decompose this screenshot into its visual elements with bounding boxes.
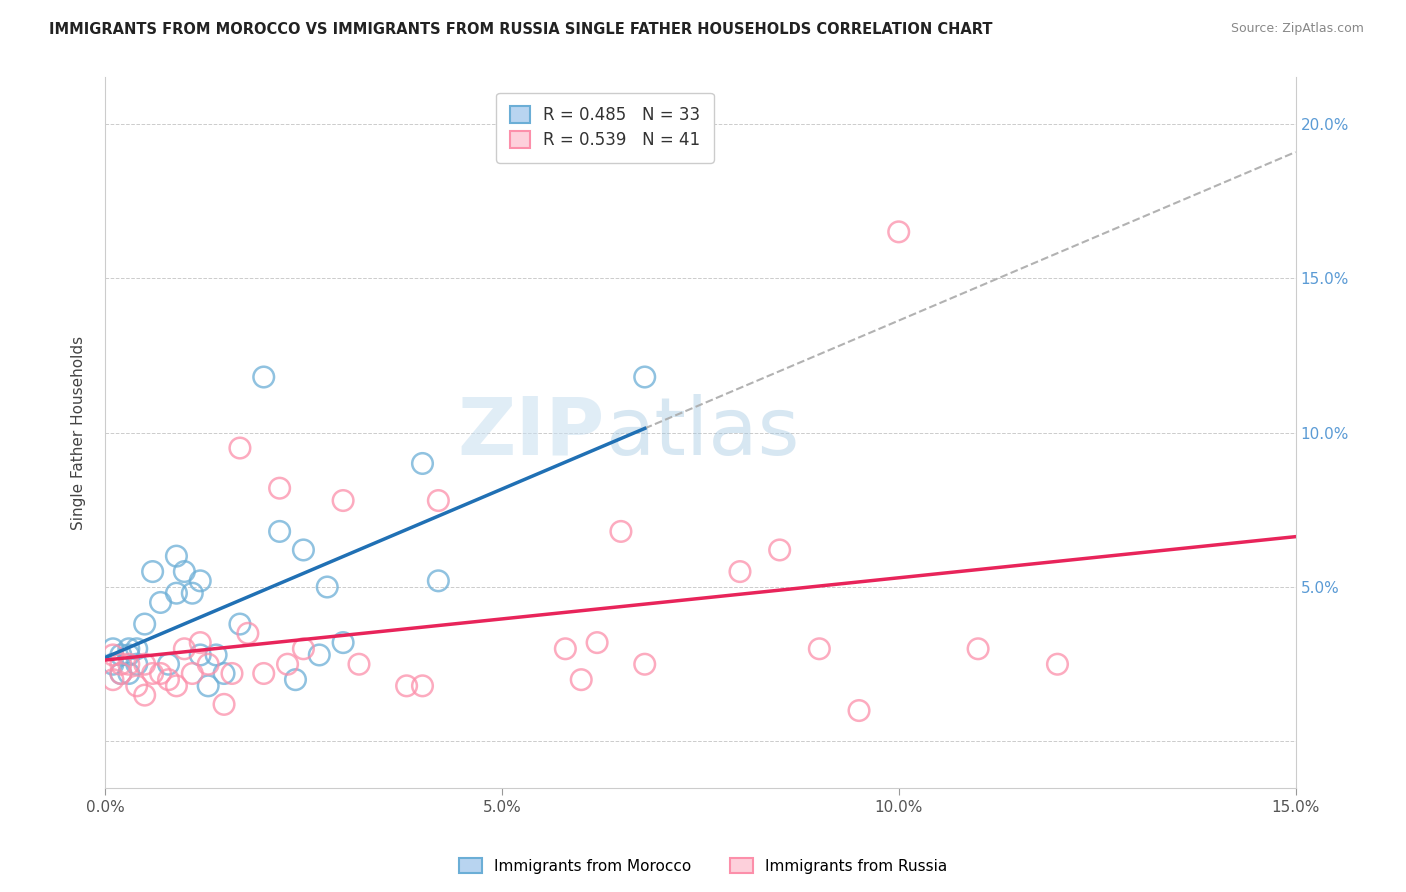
- Point: [173, 565, 195, 579]
- Point: [277, 657, 299, 672]
- Point: [848, 704, 870, 718]
- Point: [125, 641, 148, 656]
- Point: [269, 524, 291, 539]
- Point: [229, 441, 252, 455]
- Point: [586, 635, 609, 649]
- Point: [569, 673, 592, 687]
- Point: [221, 666, 243, 681]
- Point: [634, 370, 657, 384]
- Point: [101, 641, 124, 656]
- Point: [769, 543, 792, 558]
- Point: [427, 493, 450, 508]
- Point: [1046, 657, 1069, 672]
- Point: [134, 657, 156, 672]
- Point: [118, 666, 141, 681]
- Point: [181, 586, 204, 600]
- Point: [197, 679, 219, 693]
- Point: [411, 457, 433, 471]
- Text: Source: ZipAtlas.com: Source: ZipAtlas.com: [1230, 22, 1364, 36]
- Point: [395, 679, 418, 693]
- Point: [118, 648, 141, 662]
- Point: [554, 641, 576, 656]
- Point: [236, 626, 259, 640]
- Point: [269, 481, 291, 495]
- Text: IMMIGRANTS FROM MOROCCO VS IMMIGRANTS FROM RUSSIA SINGLE FATHER HOUSEHOLDS CORRE: IMMIGRANTS FROM MOROCCO VS IMMIGRANTS FR…: [49, 22, 993, 37]
- Point: [157, 673, 180, 687]
- Point: [967, 641, 990, 656]
- Point: [205, 648, 228, 662]
- Point: [253, 370, 276, 384]
- Point: [347, 657, 370, 672]
- Point: [728, 565, 751, 579]
- Point: [101, 648, 124, 662]
- Text: atlas: atlas: [605, 393, 800, 472]
- Point: [149, 666, 172, 681]
- Y-axis label: Single Father Households: Single Father Households: [72, 335, 86, 530]
- Point: [197, 657, 219, 672]
- Point: [181, 666, 204, 681]
- Point: [284, 673, 307, 687]
- Point: [125, 679, 148, 693]
- Point: [157, 657, 180, 672]
- Point: [118, 641, 141, 656]
- Point: [149, 595, 172, 609]
- Point: [332, 493, 354, 508]
- Point: [165, 679, 187, 693]
- Legend: R = 0.485   N = 33, R = 0.539   N = 41: R = 0.485 N = 33, R = 0.539 N = 41: [496, 93, 714, 162]
- Point: [165, 549, 187, 563]
- Point: [110, 666, 132, 681]
- Point: [142, 666, 165, 681]
- Point: [110, 666, 132, 681]
- Point: [308, 648, 330, 662]
- Point: [887, 225, 910, 239]
- Point: [125, 657, 148, 672]
- Point: [427, 574, 450, 588]
- Point: [411, 679, 433, 693]
- Point: [253, 666, 276, 681]
- Point: [101, 657, 124, 672]
- Point: [188, 648, 211, 662]
- Point: [610, 524, 633, 539]
- Point: [101, 673, 124, 687]
- Point: [292, 543, 315, 558]
- Point: [134, 688, 156, 702]
- Point: [165, 586, 187, 600]
- Point: [292, 641, 315, 656]
- Point: [173, 641, 195, 656]
- Point: [808, 641, 831, 656]
- Point: [110, 657, 132, 672]
- Point: [188, 635, 211, 649]
- Point: [229, 617, 252, 632]
- Point: [188, 574, 211, 588]
- Point: [110, 648, 132, 662]
- Point: [634, 657, 657, 672]
- Point: [332, 635, 354, 649]
- Point: [118, 657, 141, 672]
- Point: [134, 617, 156, 632]
- Point: [142, 565, 165, 579]
- Point: [212, 666, 235, 681]
- Point: [212, 698, 235, 712]
- Point: [316, 580, 339, 594]
- Legend: Immigrants from Morocco, Immigrants from Russia: Immigrants from Morocco, Immigrants from…: [453, 852, 953, 880]
- Text: ZIP: ZIP: [458, 393, 605, 472]
